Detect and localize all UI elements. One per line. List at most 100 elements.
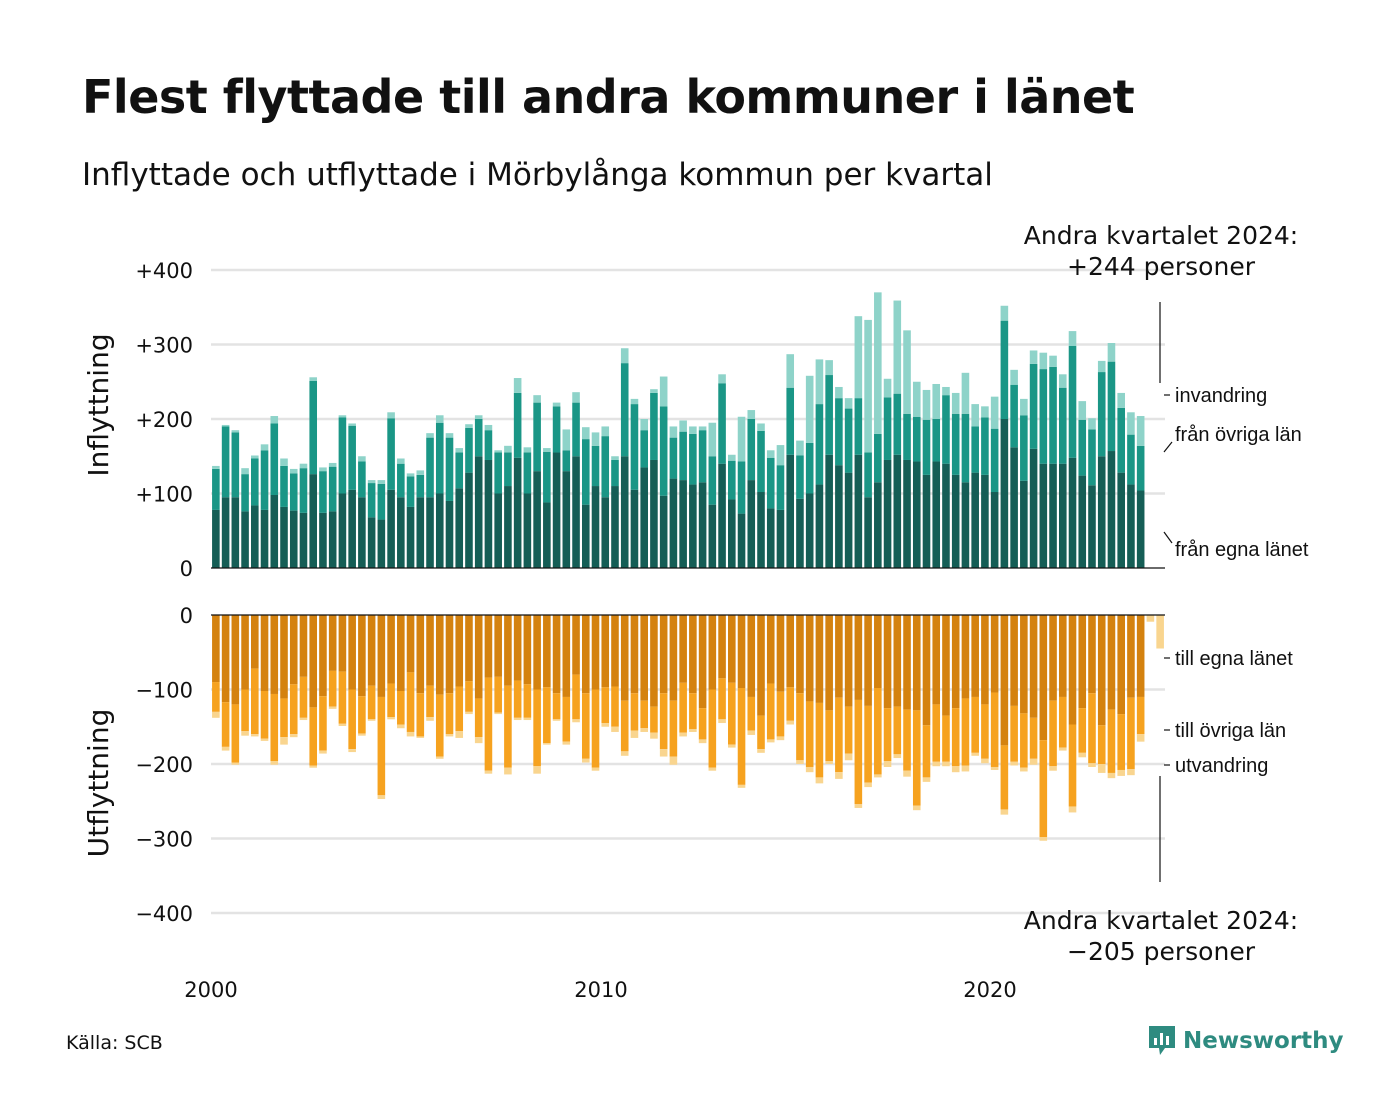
legend-label-till-ovriga-lan: till övriga län: [1175, 720, 1286, 742]
bar-out-emig: [971, 752, 979, 756]
bar-out-other: [854, 699, 863, 805]
bar-out-other: [523, 684, 532, 718]
bar-in-immig: [435, 415, 444, 423]
bar-out-emig: [416, 736, 425, 738]
bar-in-other: [893, 393, 902, 455]
bar-in-other: [328, 466, 337, 512]
bar-in-other: [494, 452, 502, 494]
bar-in-immig: [1117, 392, 1125, 408]
bar-out-emig: [445, 734, 454, 737]
bar-in-other: [591, 445, 600, 487]
bar-out-other: [951, 708, 960, 767]
bar-out-other: [338, 671, 347, 724]
bar-in-immig: [387, 412, 395, 419]
bar-out-other: [1088, 693, 1096, 764]
bar-in-own: [981, 474, 989, 569]
bar-out-own: [416, 615, 425, 694]
bar-in-immig: [932, 383, 941, 420]
bar-in-own: [708, 504, 717, 569]
bar-in-other: [679, 431, 687, 481]
y-tick-label: +400: [135, 259, 193, 283]
bar-out-emig: [640, 728, 648, 732]
bar-in-other: [835, 398, 843, 466]
bar-out-other: [1068, 724, 1077, 807]
bar-out-own: [260, 615, 269, 691]
bar-out-own: [669, 615, 678, 701]
bar-out-own: [1039, 615, 1048, 741]
bar-out-other: [766, 683, 775, 740]
bar-out-own: [562, 615, 571, 697]
bar-out-emig: [1146, 615, 1155, 622]
bar-in-other: [951, 413, 960, 475]
bar-out-emig: [231, 762, 240, 765]
y-tick-label: −400: [135, 902, 193, 926]
bar-out-emig: [367, 719, 376, 721]
bar-in-immig: [883, 378, 892, 398]
bar-out-own: [358, 615, 366, 697]
bar-out-other: [825, 710, 833, 762]
bar-out-own: [1117, 615, 1125, 715]
bar-out-own: [786, 615, 795, 688]
bar-out-own: [504, 615, 512, 686]
bar-in-other: [270, 423, 279, 495]
bar-in-immig: [523, 447, 532, 453]
bar-out-own: [864, 615, 872, 706]
bar-out-other: [640, 700, 648, 729]
bar-out-other: [981, 704, 989, 759]
bar-in-immig: [650, 389, 658, 393]
bar-in-immig: [455, 448, 464, 453]
bar-in-own: [260, 509, 269, 568]
bar-out-own: [718, 615, 726, 679]
bar-out-emig: [844, 753, 853, 761]
bar-out-emig: [280, 737, 288, 745]
bar-in-other: [367, 483, 376, 518]
bar-in-other: [971, 426, 979, 473]
bar-out-own: [1058, 615, 1067, 697]
bar-in-other: [299, 468, 308, 513]
bar-in-immig: [426, 433, 434, 438]
bar-out-other: [562, 696, 571, 742]
bar-out-emig: [1117, 769, 1125, 776]
bar-out-own: [494, 615, 502, 677]
bar-out-own: [747, 615, 756, 697]
bar-out-emig: [893, 754, 902, 759]
bar-in-immig: [708, 422, 717, 457]
bar-in-immig: [601, 426, 610, 437]
bar-out-emig: [689, 728, 697, 732]
x-tick-label: 2020: [963, 978, 1016, 1002]
bar-in-other: [669, 437, 678, 479]
bar-in-own: [251, 505, 259, 568]
bar-out-emig: [737, 784, 746, 788]
bar-out-other: [1010, 705, 1018, 762]
bar-out-other: [484, 677, 493, 771]
legend-label-till-egna-lanet: till egna länet: [1175, 648, 1293, 670]
bar-in-immig: [348, 423, 356, 426]
bar-in-immig: [815, 359, 824, 405]
bar-in-immig: [718, 374, 726, 384]
bar-in-own: [348, 489, 356, 568]
bar-out-own: [1029, 615, 1038, 718]
bar-out-emig: [757, 749, 765, 753]
bar-in-own: [397, 497, 405, 569]
bar-out-other: [689, 693, 697, 729]
bar-out-other: [1127, 697, 1135, 770]
source-note: Källa: SCB: [66, 1032, 163, 1054]
bar-out-other: [874, 688, 882, 775]
bar-in-immig: [893, 300, 902, 394]
bar-out-other: [620, 700, 629, 752]
bar-in-other: [581, 439, 590, 505]
bar-out-own: [221, 615, 230, 703]
bar-in-other: [231, 432, 240, 498]
bar-in-own: [971, 472, 979, 568]
bar-out-own: [981, 615, 989, 705]
bar-in-own: [241, 511, 249, 568]
bar-out-other: [221, 702, 230, 747]
bar-out-other: [912, 710, 921, 806]
bar-out-other: [299, 676, 308, 718]
bar-out-other: [474, 698, 483, 738]
bar-in-own: [523, 493, 532, 568]
bar-in-other: [864, 452, 872, 498]
bar-in-immig: [552, 402, 561, 407]
bar-in-own: [689, 484, 697, 568]
bar-in-own: [1117, 472, 1125, 568]
